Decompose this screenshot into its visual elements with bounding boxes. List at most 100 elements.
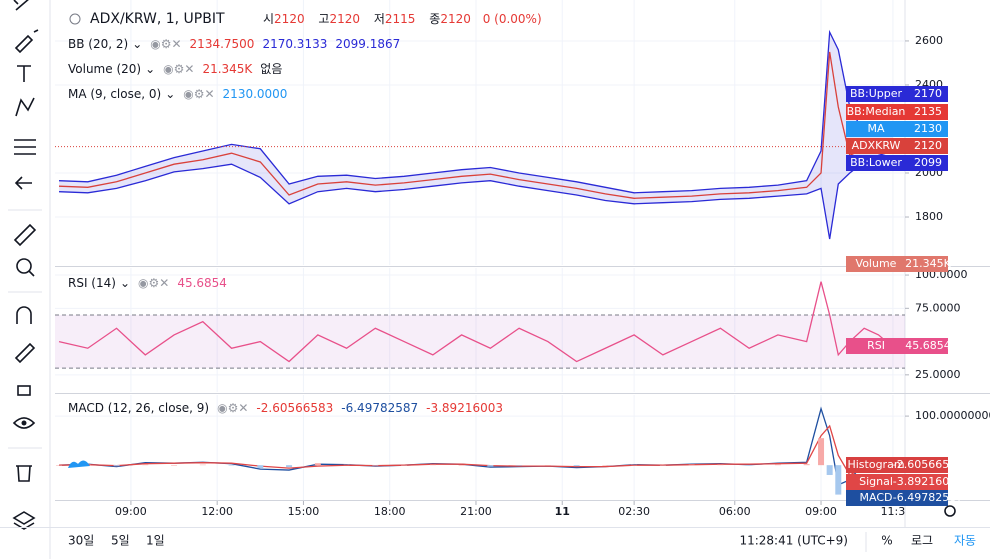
tool-layers[interactable] xyxy=(12,511,36,530)
symbol-icon[interactable] xyxy=(69,13,81,25)
tool-lock[interactable] xyxy=(17,385,31,396)
histogram-bar xyxy=(826,465,833,475)
settings-gear[interactable] xyxy=(944,505,956,517)
tool-visibility[interactable] xyxy=(12,417,36,429)
legend-value: 2134.7500 xyxy=(190,37,255,51)
x-tick-label: 11 xyxy=(555,505,570,518)
series-line xyxy=(59,150,894,240)
ohlc-label: 시 xyxy=(263,12,274,26)
legend-name: Volume (20) xyxy=(68,62,141,76)
tool-back[interactable] xyxy=(14,176,32,190)
tool-zoom-handle[interactable] xyxy=(28,270,35,277)
legend-value: -2.60566583 xyxy=(256,401,333,415)
histogram-bar xyxy=(573,465,580,467)
price-label-value: -2.60566583 xyxy=(893,458,963,471)
x-tick-label: 12:00 xyxy=(201,505,233,518)
price-label-bg xyxy=(846,121,948,137)
price-label-name: BB:Upper xyxy=(850,87,903,100)
rsi-band xyxy=(55,314,905,369)
histogram-bar xyxy=(314,463,321,466)
price-label-bg xyxy=(846,155,948,171)
ohlc-value: 2120 xyxy=(440,12,471,26)
bottom-bar: 30일 5일 1일 11:28:41 (UTC+9) % 로그 자동 xyxy=(68,505,976,552)
y-tick-label: 1800 xyxy=(915,210,943,223)
tool-text[interactable] xyxy=(17,65,31,82)
tool-pattern[interactable] xyxy=(15,97,35,117)
tool-fib[interactable] xyxy=(14,139,36,155)
price-label-bg xyxy=(846,256,948,272)
histogram-bar xyxy=(142,464,149,466)
histogram-bar xyxy=(803,464,810,466)
legend-volume[interactable]: Volume (20) ⌄ ◉⚙✕ 21.345K 없음 xyxy=(68,62,282,76)
legend-name: MA (9, close, 0) xyxy=(68,87,161,101)
histogram-bar xyxy=(717,464,724,466)
price-label-value: 2099 xyxy=(914,156,942,169)
symbol[interactable]: ADX/KRW, 1, UPBIT xyxy=(90,11,225,27)
x-tick-label: 06:00 xyxy=(719,505,751,518)
tool-lock-draw[interactable] xyxy=(14,342,36,364)
y-tick-label: 100.00000000 xyxy=(915,409,990,422)
y-tick-label: 75.0000 xyxy=(915,301,961,314)
x-tick-label: 09:00 xyxy=(115,505,147,518)
histogram-bar xyxy=(487,465,494,467)
ohlc-value: 2115 xyxy=(385,12,416,26)
legend-macd[interactable]: MACD (12, 26, close, 9) ◉⚙✕ -2.60566583 -6.… xyxy=(68,401,503,415)
x-tick-label: 09:00 xyxy=(805,505,837,518)
price-label-bg xyxy=(846,490,948,506)
overlay: BB:Upper 2170 BB:Lower 2099 ADXKRW 2120 RSI 45.… xyxy=(846,86,963,506)
ohlc-label: 종 xyxy=(429,12,440,26)
range-button[interactable]: 5일 xyxy=(111,534,130,548)
histogram-bar xyxy=(228,465,235,466)
plot-area: 180020002400260025.000075.0000100.000010… xyxy=(55,0,990,518)
tool-ruler[interactable] xyxy=(13,223,37,247)
legend-ma[interactable]: MA (9, close, 0) ⌄ ◉⚙✕ 2130.0000 xyxy=(68,87,287,101)
price-label-bg xyxy=(846,474,948,490)
legends: BB (20, 2) ⌄ ◉⚙✕ 2134.7500 2170.3133 2099.186… xyxy=(68,37,503,415)
histogram-bar xyxy=(818,438,825,466)
tool-magnet[interactable] xyxy=(16,306,32,324)
histogram-bar xyxy=(343,464,350,466)
logo[interactable] xyxy=(68,460,90,468)
price-label-name: BB:Median xyxy=(847,105,906,118)
price-label-value: 2130 xyxy=(914,122,942,135)
legend-name: RSI (14) xyxy=(68,276,116,290)
price-label-value: 2120 xyxy=(914,139,942,152)
histogram-bar xyxy=(746,465,753,466)
range-button[interactable]: 30일 xyxy=(68,534,94,548)
histogram-bar xyxy=(401,465,408,466)
series-line xyxy=(59,29,893,194)
histogram-bar xyxy=(372,465,379,466)
price-label-name: MA xyxy=(867,122,884,135)
tool-zoom[interactable] xyxy=(16,258,32,274)
legend-value: 2130.0000 xyxy=(223,87,288,101)
legend-value: 21.345K xyxy=(202,62,253,76)
change: 0 (0.00%) xyxy=(483,12,542,26)
legend-rsi[interactable]: RSI (14) ⌄ ◉⚙✕ 45.6854 xyxy=(68,276,227,290)
legend-value: 2170.3133 xyxy=(262,37,327,51)
histogram-bar xyxy=(516,465,523,466)
log-toggle[interactable]: 로그 xyxy=(911,534,933,548)
tool-cross[interactable] xyxy=(13,0,30,11)
histogram-bar xyxy=(429,464,436,466)
percent-toggle[interactable]: % xyxy=(881,534,892,548)
series-line xyxy=(58,281,894,363)
range-button[interactable]: 1일 xyxy=(146,534,165,548)
histogram-bar xyxy=(631,464,638,466)
tool-brush[interactable] xyxy=(14,29,39,54)
auto-toggle[interactable]: 자동 xyxy=(954,534,976,548)
clock: 11:28:41 (UTC+9) xyxy=(739,534,848,548)
legend-value: -6.49782587 xyxy=(341,401,418,415)
x-tick-label: 21:00 xyxy=(460,505,492,518)
price-label-value: 45.6854 xyxy=(905,339,951,352)
series-line xyxy=(59,51,894,199)
tool-delete[interactable] xyxy=(16,465,32,482)
y-tick-label: 25.0000 xyxy=(915,368,961,381)
ohlc: 시2120 고2120 저2115 종2120 0 (0.00%) xyxy=(263,12,542,26)
legend-bb[interactable]: BB (20, 2) ⌄ ◉⚙✕ 2134.7500 2170.3133 2099.186… xyxy=(68,37,400,51)
y-tick-label: 2600 xyxy=(915,34,943,47)
ohlc-label: 저 xyxy=(374,12,385,26)
histogram-bar xyxy=(458,465,465,466)
x-tick-label: 11:3 xyxy=(881,505,906,518)
